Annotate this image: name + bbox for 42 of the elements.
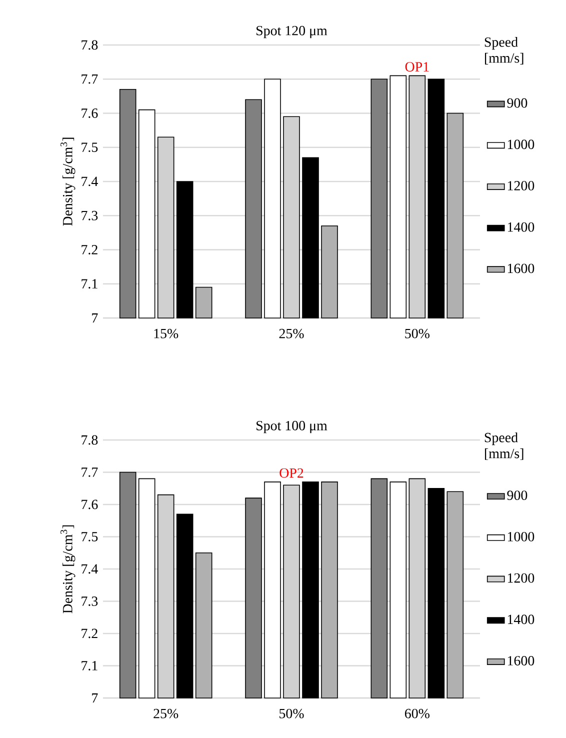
y-tick-label: 7.2 (82, 628, 98, 638)
legend-label: 900 (507, 98, 528, 108)
legend-label: 1000 (508, 140, 534, 150)
y-tick-label: 7.7 (82, 74, 98, 84)
y-tick-label: 7.3 (82, 596, 98, 606)
y-tick-label: 7 (92, 313, 98, 323)
y-axis-title: Density [g/cm$^{3}$] (60, 525, 76, 614)
y-tick-label: 7.2 (82, 245, 98, 254)
chart-title: Spot 100 μm (256, 420, 328, 434)
y-tick-label: 7.1 (82, 279, 98, 289)
y-tick-label: 7.5 (82, 532, 98, 542)
legend-label: 1200 (508, 573, 534, 583)
x-tick-label: 50% (405, 328, 430, 338)
annotation: OP2 (280, 468, 304, 478)
x-tick-label: 50% (280, 708, 304, 718)
legend-label: 900 (507, 490, 528, 500)
legend-label: 1400 (508, 222, 534, 232)
y-tick-label: 7.6 (82, 500, 98, 510)
legend-label: 1600 (508, 264, 534, 274)
y-tick-label: 7.7 (82, 468, 98, 477)
y-tick-label: 7.4 (82, 176, 98, 186)
y-tick-label: 7.1 (82, 661, 98, 670)
y-tick-label: 7.6 (82, 108, 98, 118)
y-tick-label: 7.5 (82, 142, 98, 152)
x-tick-label: 25% (279, 328, 304, 338)
legend-label: 1400 (508, 614, 534, 624)
y-tick-label: 7.8 (82, 435, 98, 445)
y-tick-label: 7 (92, 693, 98, 703)
y-tick-label: 7.4 (82, 564, 98, 574)
y-tick-label: 7.3 (82, 210, 98, 220)
y-axis-title: Density [g/cm$^{3}$] (60, 138, 76, 226)
annotation: OP1 (405, 62, 429, 72)
legend-label: 1000 (508, 532, 534, 542)
y-tick-label: 7.8 (82, 40, 98, 50)
chart-title: Spot 120 μm (256, 26, 328, 38)
x-tick-label: 15% (154, 328, 178, 338)
x-tick-label: 25% (154, 708, 178, 718)
legend-label: 1600 (508, 656, 534, 666)
x-tick-label: 60% (404, 708, 430, 718)
legend-title: Speed [mm/s] (484, 36, 524, 64)
legend-label: 1200 (508, 181, 534, 190)
legend-title: Speed [mm/s] (484, 432, 524, 460)
